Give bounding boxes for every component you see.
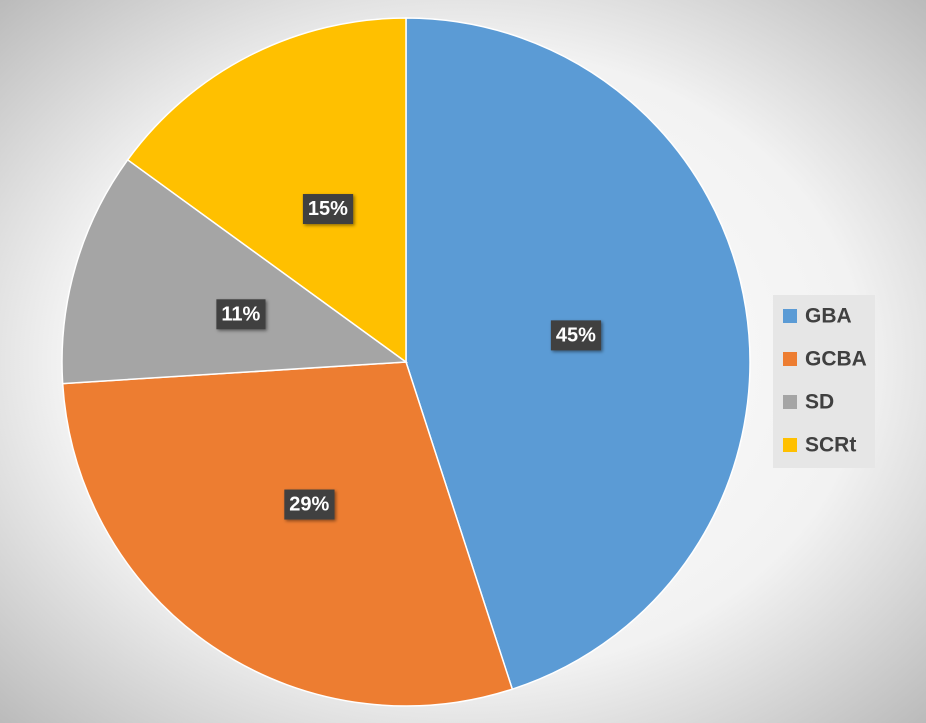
pie-slice (61, 158, 409, 385)
legend-label: GBA (805, 305, 852, 328)
legend: GBA GCBA SD SCRt (783, 305, 867, 457)
legend-swatch (783, 352, 797, 366)
legend-swatch (783, 309, 797, 323)
data-label: 45% (556, 324, 596, 346)
legend-swatch (783, 395, 797, 409)
legend-swatch (783, 438, 797, 452)
data-label-box (284, 489, 335, 520)
data-label-box (216, 299, 266, 330)
data-labels: 45% 29% 11% 15% (216, 194, 602, 520)
pie-slice (126, 17, 407, 364)
data-label: 29% (289, 494, 329, 516)
data-label-box (550, 320, 602, 351)
legend-label: SCRt (805, 434, 856, 457)
legend-label: GCBA (805, 348, 867, 371)
pie-slice (61, 361, 514, 707)
pie (61, 17, 751, 707)
data-label: 15% (308, 198, 348, 220)
data-label: 11% (221, 303, 260, 325)
legend-label: SD (805, 391, 834, 414)
data-label-box (302, 194, 354, 225)
pie-slice (405, 17, 751, 691)
